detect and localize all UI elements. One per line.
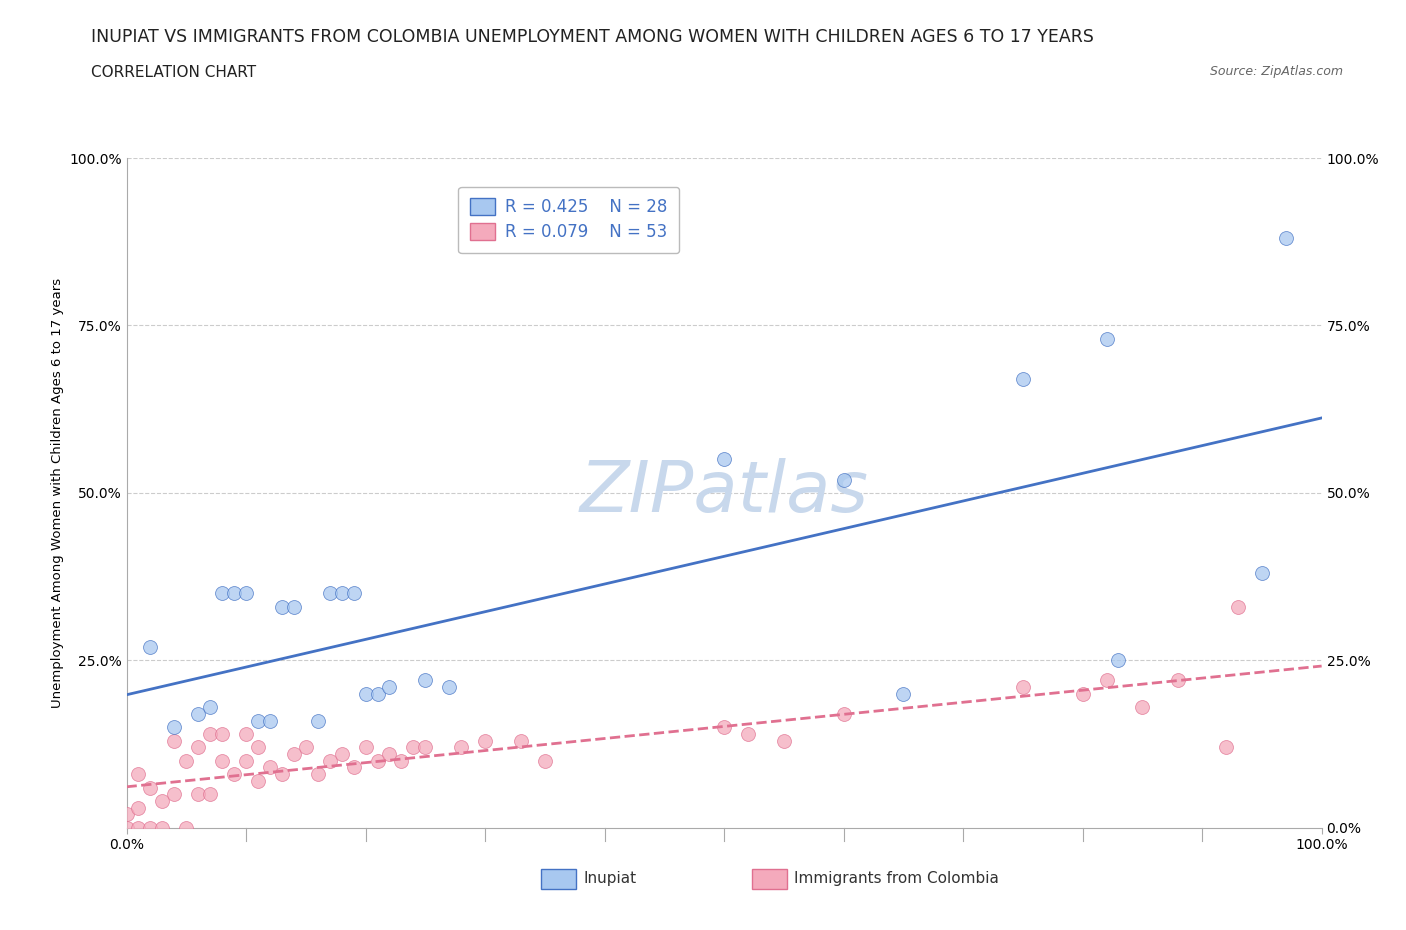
Point <box>174 753 197 768</box>
Point <box>773 733 796 748</box>
Point <box>1108 653 1130 668</box>
Point <box>211 726 233 741</box>
Point <box>354 740 377 755</box>
Point <box>235 586 257 601</box>
Point <box>115 820 138 835</box>
Point <box>366 686 388 701</box>
Point <box>174 820 197 835</box>
Point <box>222 766 246 781</box>
Point <box>713 720 735 735</box>
Point <box>187 787 209 802</box>
Point <box>1095 331 1118 346</box>
Point <box>343 586 366 601</box>
Point <box>283 599 305 614</box>
Text: Source: ZipAtlas.com: Source: ZipAtlas.com <box>1209 65 1343 78</box>
Point <box>294 740 316 755</box>
Point <box>330 586 353 601</box>
Point <box>509 733 531 748</box>
Point <box>1274 231 1296 246</box>
Point <box>187 740 209 755</box>
Point <box>439 680 461 695</box>
Point <box>413 673 436 688</box>
Point <box>163 787 186 802</box>
Text: ZIPatlas: ZIPatlas <box>579 458 869 527</box>
Point <box>318 586 342 601</box>
Point <box>450 740 472 755</box>
Point <box>222 586 246 601</box>
Point <box>270 766 294 781</box>
Point <box>1226 599 1249 614</box>
Point <box>474 733 496 748</box>
Point <box>200 787 222 802</box>
Point <box>139 820 162 835</box>
Point <box>150 820 174 835</box>
Point <box>1250 565 1272 580</box>
Point <box>115 807 138 822</box>
Point <box>1215 740 1237 755</box>
Point <box>127 800 149 815</box>
Point <box>1130 699 1153 714</box>
Text: INUPIAT VS IMMIGRANTS FROM COLOMBIA UNEMPLOYMENT AMONG WOMEN WITH CHILDREN AGES : INUPIAT VS IMMIGRANTS FROM COLOMBIA UNEM… <box>91 28 1094 46</box>
Point <box>402 740 425 755</box>
Text: CORRELATION CHART: CORRELATION CHART <box>91 65 256 80</box>
Point <box>247 740 270 755</box>
Point <box>187 707 209 722</box>
Point <box>200 726 222 741</box>
Point <box>1011 680 1033 695</box>
Point <box>378 747 401 762</box>
Point <box>737 726 759 741</box>
Point <box>127 766 149 781</box>
Text: Immigrants from Colombia: Immigrants from Colombia <box>794 871 1000 886</box>
Point <box>832 472 855 487</box>
Point <box>366 753 388 768</box>
Legend: R = 0.425    N = 28, R = 0.079    N = 53: R = 0.425 N = 28, R = 0.079 N = 53 <box>458 187 679 253</box>
Point <box>200 699 222 714</box>
Point <box>1011 372 1033 387</box>
Point <box>247 713 270 728</box>
Point <box>713 452 735 467</box>
Point <box>211 586 233 601</box>
Point <box>235 753 257 768</box>
Point <box>533 753 555 768</box>
Point <box>283 747 305 762</box>
Point <box>391 753 413 768</box>
Point <box>247 774 270 789</box>
Point <box>307 713 329 728</box>
Point <box>832 707 855 722</box>
Point <box>139 780 162 795</box>
Point <box>235 726 257 741</box>
Point <box>1167 673 1189 688</box>
Point <box>150 793 174 808</box>
Point <box>307 766 329 781</box>
Point <box>163 733 186 748</box>
Y-axis label: Unemployment Among Women with Children Ages 6 to 17 years: Unemployment Among Women with Children A… <box>52 278 65 708</box>
Point <box>270 599 294 614</box>
Point <box>354 686 377 701</box>
Point <box>891 686 914 701</box>
Point <box>330 747 353 762</box>
Point <box>127 820 149 835</box>
Point <box>259 760 281 775</box>
Point <box>343 760 366 775</box>
Point <box>1071 686 1094 701</box>
Point <box>413 740 436 755</box>
Point <box>139 640 162 655</box>
Point <box>211 753 233 768</box>
Text: Inupiat: Inupiat <box>583 871 637 886</box>
Point <box>163 720 186 735</box>
Point <box>318 753 342 768</box>
Point <box>259 713 281 728</box>
Point <box>1095 673 1118 688</box>
Point <box>378 680 401 695</box>
